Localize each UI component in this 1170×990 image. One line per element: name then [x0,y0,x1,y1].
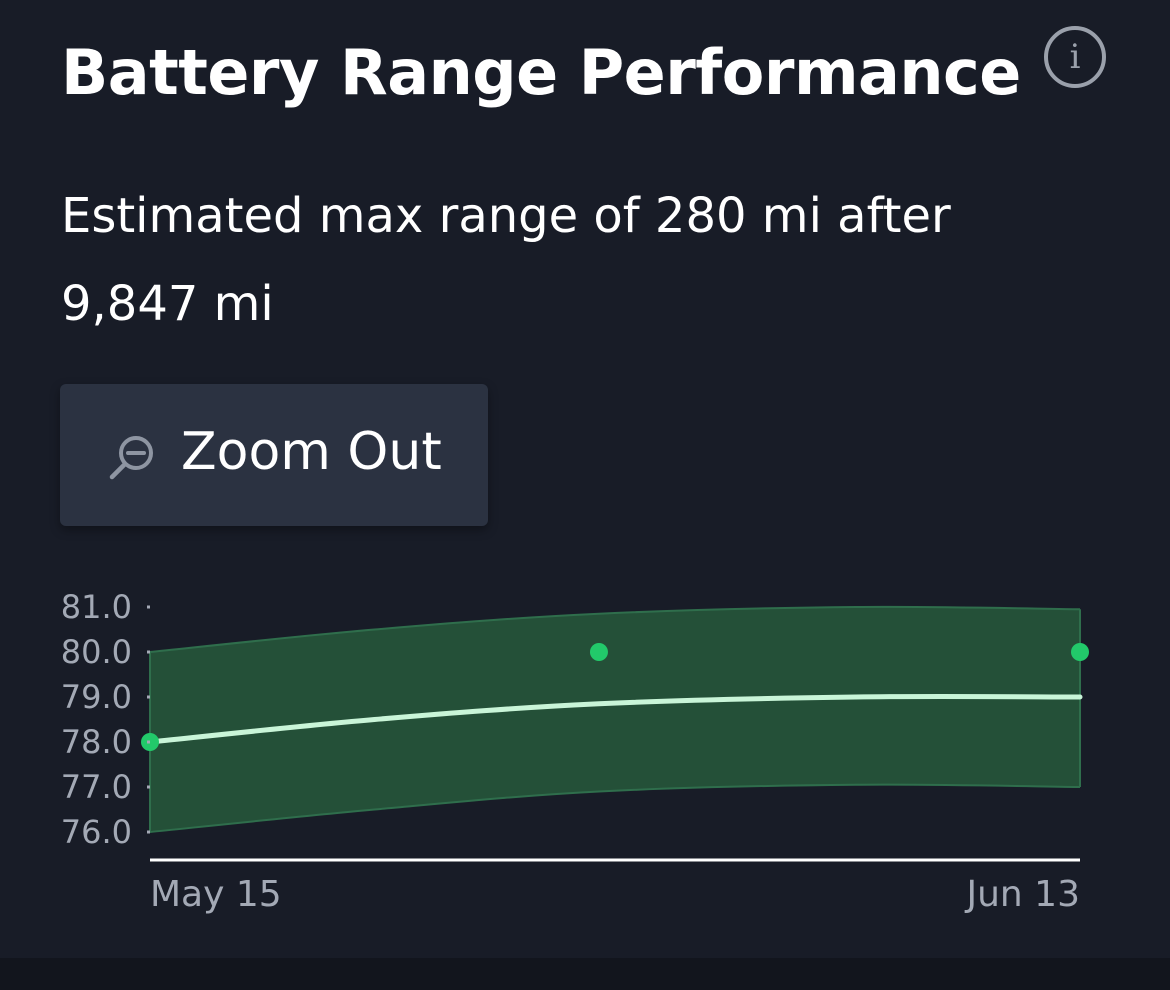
info-icon[interactable]: i [1044,26,1106,88]
confidence-band [150,606,1080,832]
band-lower-edge [149,783,1081,833]
y-tick-label: 76.0 [61,813,132,851]
confidence-band-layer [149,605,1081,833]
battery-range-card: Battery Range Performance i Estimated ma… [60,26,1106,915]
range-chart: 81.0 80.0 79.0 78.0 77.0 76.0 May 15 Jun 13 [61,588,1089,915]
card-title: Battery Range Performance [61,36,1021,109]
y-tick-label: 81.0 [61,588,132,626]
band-upper-edge [149,605,1081,653]
axis-layer: 81.0 80.0 79.0 78.0 77.0 76.0 May 15 Jun 13 [61,588,1080,915]
y-tick-label: 80.0 [61,633,132,671]
y-tick-label: 79.0 [61,678,132,716]
data-point [1071,643,1089,661]
data-points-layer [141,643,1089,751]
trend-line-layer [147,694,1083,745]
zoom-out-label: Zoom Out [181,422,442,482]
zoom-out-icon [109,436,153,480]
x-tick-label: May 15 [150,874,282,915]
y-tick-label: 77.0 [61,768,132,806]
y-tick-label: 78.0 [61,723,132,761]
range-summary: Estimated max range of 280 mi after 9,84… [61,188,951,332]
bottom-strip [0,958,1170,990]
data-point [589,643,608,661]
x-tick-label: Jun 13 [964,874,1080,915]
trend-line [147,694,1083,745]
